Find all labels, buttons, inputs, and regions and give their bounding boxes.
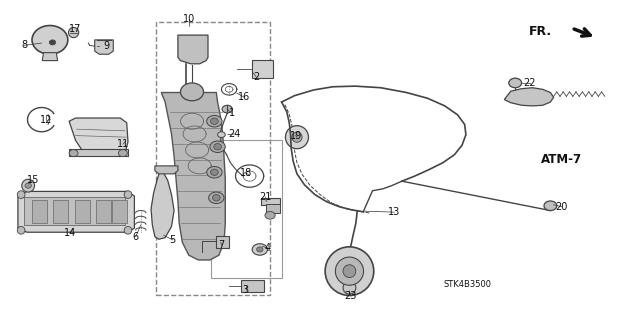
- Text: 10: 10: [183, 14, 196, 24]
- Ellipse shape: [210, 141, 225, 152]
- Text: 6: 6: [132, 232, 139, 242]
- Text: 20: 20: [556, 202, 568, 212]
- Text: 19: 19: [289, 130, 302, 141]
- Text: 1: 1: [228, 108, 235, 118]
- Ellipse shape: [25, 183, 31, 188]
- Text: 21: 21: [259, 192, 272, 202]
- Text: 5: 5: [170, 235, 176, 245]
- Ellipse shape: [257, 247, 263, 252]
- Polygon shape: [69, 118, 128, 156]
- Ellipse shape: [49, 40, 56, 45]
- Bar: [24, 197, 125, 225]
- Bar: [32, 200, 47, 223]
- Ellipse shape: [222, 105, 232, 113]
- Bar: [156, 22, 270, 295]
- Ellipse shape: [211, 169, 218, 175]
- Ellipse shape: [207, 115, 222, 127]
- Bar: [69, 149, 128, 156]
- Ellipse shape: [118, 150, 127, 157]
- Polygon shape: [161, 93, 225, 260]
- Ellipse shape: [343, 281, 356, 294]
- Ellipse shape: [214, 144, 221, 150]
- Text: FR.: FR.: [529, 26, 552, 38]
- Bar: [96, 200, 111, 223]
- Bar: [75, 200, 90, 223]
- Polygon shape: [504, 88, 554, 106]
- Ellipse shape: [17, 226, 25, 234]
- Ellipse shape: [69, 150, 78, 157]
- Ellipse shape: [211, 118, 218, 124]
- Text: 18: 18: [239, 168, 252, 178]
- Text: 17: 17: [69, 24, 82, 34]
- Bar: [266, 204, 280, 213]
- Ellipse shape: [207, 167, 222, 178]
- Text: 9: 9: [103, 41, 109, 51]
- Text: 4: 4: [264, 243, 271, 253]
- Ellipse shape: [124, 191, 132, 198]
- Bar: [216, 236, 229, 248]
- Ellipse shape: [68, 27, 79, 38]
- Ellipse shape: [343, 265, 356, 278]
- Bar: [241, 280, 264, 292]
- Text: 22: 22: [524, 78, 536, 88]
- Ellipse shape: [218, 132, 225, 137]
- Ellipse shape: [209, 192, 224, 204]
- Bar: [53, 200, 68, 223]
- Polygon shape: [151, 171, 174, 239]
- Ellipse shape: [544, 201, 557, 211]
- Text: 13: 13: [388, 207, 401, 217]
- Text: ATM-7: ATM-7: [541, 153, 582, 166]
- Polygon shape: [42, 53, 58, 61]
- Ellipse shape: [124, 226, 132, 234]
- Ellipse shape: [180, 83, 204, 101]
- Polygon shape: [18, 191, 134, 232]
- Text: 14: 14: [64, 228, 77, 238]
- Bar: [252, 60, 273, 78]
- Text: 8: 8: [21, 40, 28, 50]
- Text: 12: 12: [40, 115, 52, 125]
- Polygon shape: [155, 166, 178, 174]
- Ellipse shape: [22, 179, 35, 192]
- Text: 24: 24: [228, 129, 241, 139]
- Bar: [112, 200, 127, 223]
- Text: 16: 16: [238, 92, 251, 102]
- Text: 23: 23: [344, 291, 357, 301]
- Text: 3: 3: [243, 285, 249, 295]
- Text: 11: 11: [116, 139, 129, 149]
- Text: 15: 15: [27, 175, 40, 185]
- Bar: [261, 198, 280, 205]
- Ellipse shape: [265, 211, 275, 219]
- Ellipse shape: [335, 257, 364, 285]
- Ellipse shape: [509, 78, 522, 88]
- Text: 2: 2: [253, 71, 259, 82]
- Ellipse shape: [212, 195, 220, 201]
- Ellipse shape: [17, 191, 25, 198]
- Ellipse shape: [285, 126, 308, 149]
- Bar: [211, 140, 282, 278]
- Text: 7: 7: [218, 240, 225, 250]
- Ellipse shape: [325, 247, 374, 295]
- Polygon shape: [95, 40, 113, 54]
- Ellipse shape: [292, 132, 302, 142]
- Ellipse shape: [32, 26, 68, 54]
- Polygon shape: [178, 35, 208, 64]
- Ellipse shape: [252, 244, 268, 255]
- Text: STK4B3500: STK4B3500: [443, 280, 492, 289]
